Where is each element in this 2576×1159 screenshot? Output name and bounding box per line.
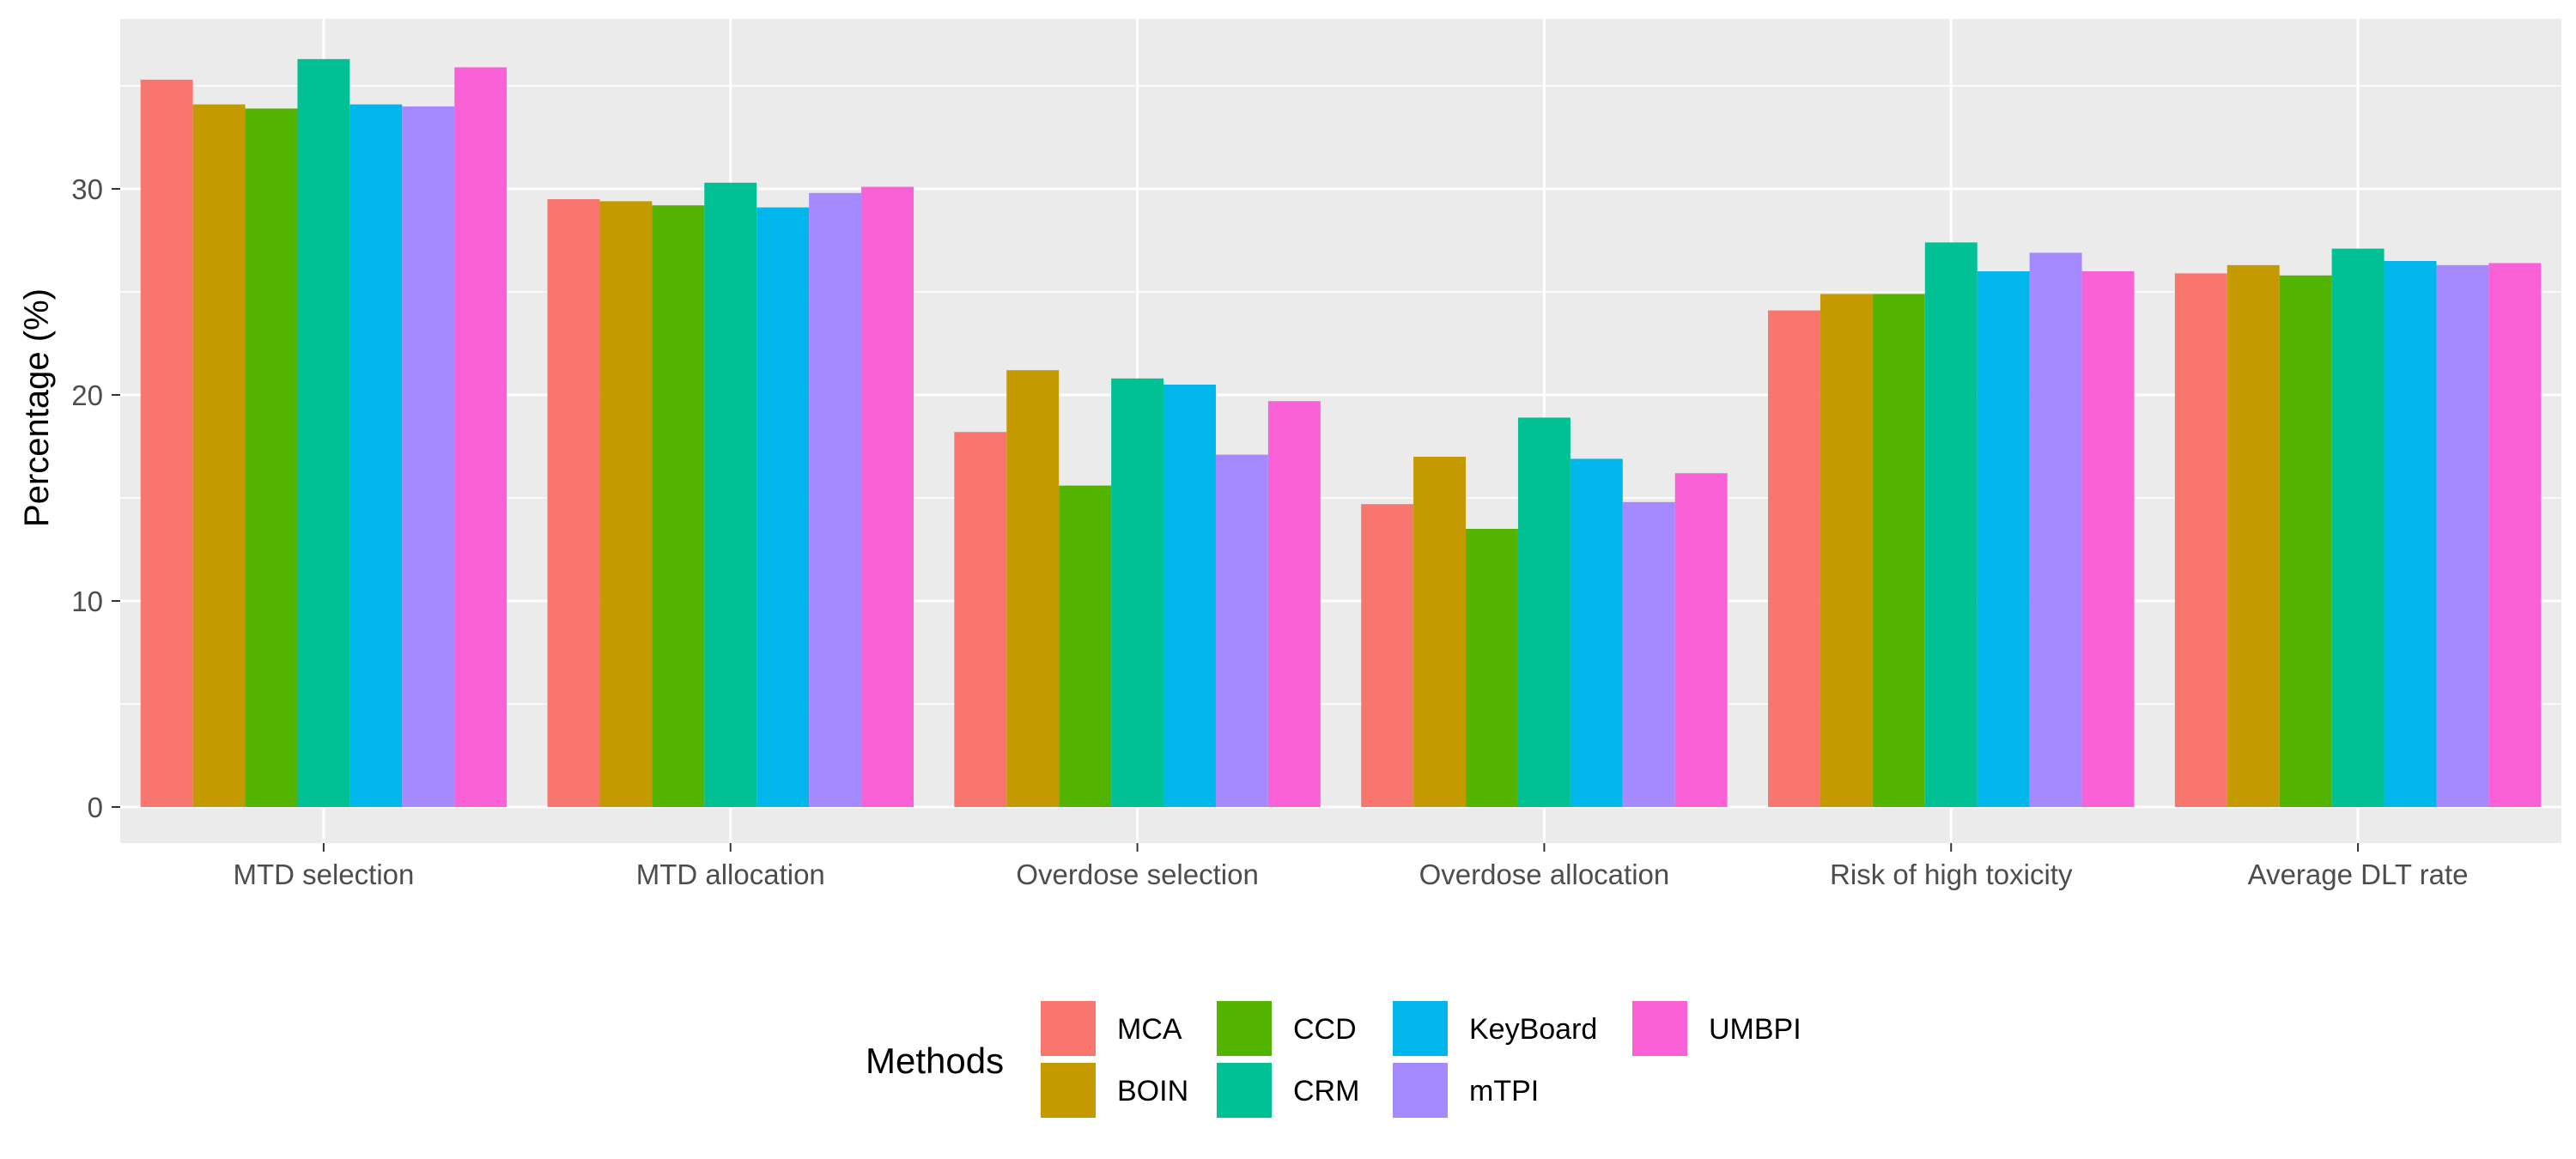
legend-key-mtpi xyxy=(1391,1061,1449,1120)
x-tick-label: MTD selection xyxy=(233,859,414,890)
x-tick-label: Overdose selection xyxy=(1016,859,1258,890)
bar-ccd-1 xyxy=(245,108,298,807)
bar-boin-3 xyxy=(1006,370,1060,807)
legend-label-keyboard: KeyBoard xyxy=(1469,1013,1597,1046)
bar-boin-4 xyxy=(1413,457,1467,807)
bar-keyboard-4 xyxy=(1570,458,1623,807)
bar-keyboard-6 xyxy=(2384,261,2437,807)
bar-keyboard-3 xyxy=(1163,385,1216,807)
bar-mtpi-6 xyxy=(2436,264,2489,807)
bar-mca-3 xyxy=(954,432,1007,807)
bar-crm-5 xyxy=(1924,242,1978,807)
bar-mtpi-5 xyxy=(2029,252,2082,807)
bar-crm-2 xyxy=(704,182,757,808)
bar-keyboard-2 xyxy=(756,207,810,808)
bar-boin-1 xyxy=(192,104,246,808)
x-tick-label: Average DLT rate xyxy=(2248,859,2469,890)
legend-label-mca: MCA xyxy=(1117,1013,1182,1046)
panel-background xyxy=(120,19,2561,843)
bar-umbpi-3 xyxy=(1267,401,1321,807)
legend: Methods MCA BOIN CCD CRM KeyBoard mTPI UMBPI xyxy=(866,999,1801,1120)
y-tick-label: 10 xyxy=(71,586,103,617)
legend-label-crm: CRM xyxy=(1293,1075,1359,1107)
bar-boin-2 xyxy=(599,201,653,807)
bar-umbpi-6 xyxy=(2488,263,2542,807)
legend-key-crm xyxy=(1215,1061,1273,1120)
legend-key-keyboard xyxy=(1391,999,1449,1058)
x-tick-label: Overdose allocation xyxy=(1419,859,1670,890)
bar-mtpi-1 xyxy=(402,106,455,807)
bar-mca-5 xyxy=(1768,310,1820,808)
bar-crm-6 xyxy=(2331,248,2385,808)
bar-crm-4 xyxy=(1517,417,1571,807)
bar-ccd-4 xyxy=(1466,529,1518,807)
x-tick-label: MTD allocation xyxy=(636,859,825,890)
bar-boin-5 xyxy=(1820,294,1873,807)
bar-mca-6 xyxy=(2174,273,2227,807)
bar-umbpi-1 xyxy=(454,67,507,807)
y-axis: 0 10 20 30 xyxy=(71,173,120,823)
legend-key-boin xyxy=(1039,1061,1097,1120)
bar-mca-2 xyxy=(547,199,600,807)
bar-mtpi-4 xyxy=(1622,501,1675,807)
bar-ccd-6 xyxy=(2279,275,2332,807)
bar-crm-3 xyxy=(1111,378,1164,807)
bar-mca-4 xyxy=(1361,504,1414,807)
legend-label-ccd: CCD xyxy=(1293,1013,1357,1046)
bar-mtpi-2 xyxy=(809,192,862,808)
bars xyxy=(140,58,2542,808)
legend-key-ccd xyxy=(1215,999,1273,1058)
bar-keyboard-5 xyxy=(1977,271,2030,807)
x-tick-label: Risk of high toxicity xyxy=(1830,859,2073,890)
legend-label-umbpi: UMBPI xyxy=(1709,1013,1801,1046)
bar-ccd-2 xyxy=(652,205,705,807)
legend-label-boin: BOIN xyxy=(1117,1075,1188,1107)
x-axis: MTD selection MTD allocation Overdose sele… xyxy=(233,843,2468,890)
bar-ccd-3 xyxy=(1059,485,1112,807)
minor-gridlines xyxy=(120,85,2561,705)
bar-boin-6 xyxy=(2227,264,2280,807)
legend-key-umbpi xyxy=(1631,999,1689,1058)
bar-ccd-5 xyxy=(1872,294,1925,807)
y-axis-title: Percentage (%) xyxy=(18,288,56,527)
y-tick-label: 0 xyxy=(88,792,103,823)
y-tick-label: 20 xyxy=(71,379,103,411)
bar-mca-1 xyxy=(140,79,193,808)
legend-label-mtpi: mTPI xyxy=(1469,1075,1539,1107)
bar-umbpi-2 xyxy=(861,186,914,808)
legend-key-mca xyxy=(1039,999,1097,1058)
legend-title: Methods xyxy=(866,1041,1004,1081)
bar-crm-1 xyxy=(297,58,350,808)
bar-umbpi-4 xyxy=(1674,473,1728,807)
y-tick-label: 30 xyxy=(71,173,103,205)
bar-mtpi-3 xyxy=(1215,454,1268,807)
bar-keyboard-1 xyxy=(349,104,403,808)
bar-umbpi-5 xyxy=(2081,271,2135,807)
